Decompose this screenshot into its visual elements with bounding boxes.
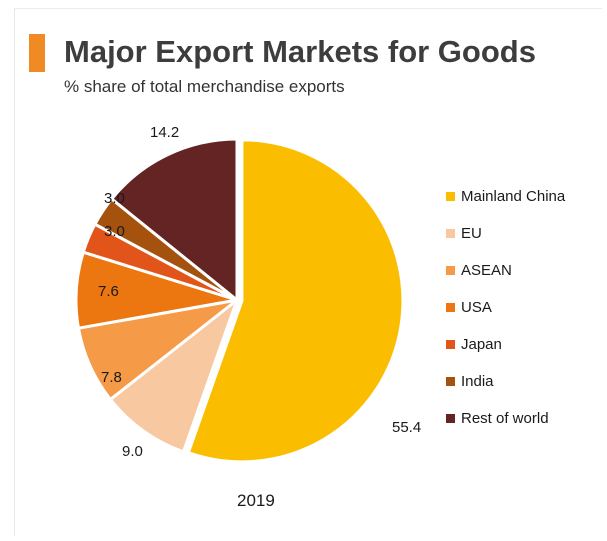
title-accent-bar <box>29 34 45 72</box>
legend-swatch-eu <box>446 229 455 238</box>
legend-item-asean: ASEAN <box>446 252 565 289</box>
legend-label-asean: ASEAN <box>461 262 512 279</box>
legend-swatch-mainland-china <box>446 192 455 201</box>
pie-slice-mainland-china <box>186 138 405 464</box>
legend-label-india: India <box>461 373 494 390</box>
legend-item-india: India <box>446 363 565 400</box>
legend-swatch-japan <box>446 340 455 349</box>
chart-legend: Mainland China EU ASEAN USA Japan India Rest o… <box>446 178 565 437</box>
data-label-japan: 3.0 <box>104 223 125 240</box>
legend-swatch-asean <box>446 266 455 275</box>
legend-label-rest-of-world: Rest of world <box>461 410 549 427</box>
pie-slice-rest-of-world <box>109 137 239 304</box>
legend-label-eu: EU <box>461 225 482 242</box>
legend-swatch-rest-of-world <box>446 414 455 423</box>
legend-label-usa: USA <box>461 299 492 316</box>
legend-item-mainland-china: Mainland China <box>446 178 565 215</box>
chart-title: Major Export Markets for Goods <box>64 34 536 69</box>
chart-subtitle: % share of total merchandise exports <box>64 77 345 96</box>
legend-label-japan: Japan <box>461 336 502 353</box>
chart-frame <box>14 8 602 536</box>
legend-label-mainland-china: Mainland China <box>461 188 566 205</box>
legend-swatch-india <box>446 377 455 386</box>
data-label-rest-of-world: 14.2 <box>150 124 179 141</box>
legend-swatch-usa <box>446 303 455 312</box>
legend-item-eu: EU <box>446 215 565 252</box>
data-label-eu: 9.0 <box>122 443 143 460</box>
legend-item-usa: USA <box>446 289 565 326</box>
legend-item-rest-of-world: Rest of world <box>446 400 565 437</box>
data-label-mainland-china: 55.4 <box>392 419 421 436</box>
legend-item-japan: Japan <box>446 326 565 363</box>
data-label-india: 3.0 <box>104 190 125 207</box>
data-label-asean: 7.8 <box>101 369 122 386</box>
chart-caption-year: 2019 <box>237 491 275 510</box>
pie-slice-eu <box>108 295 241 454</box>
data-label-usa: 7.6 <box>98 283 119 300</box>
